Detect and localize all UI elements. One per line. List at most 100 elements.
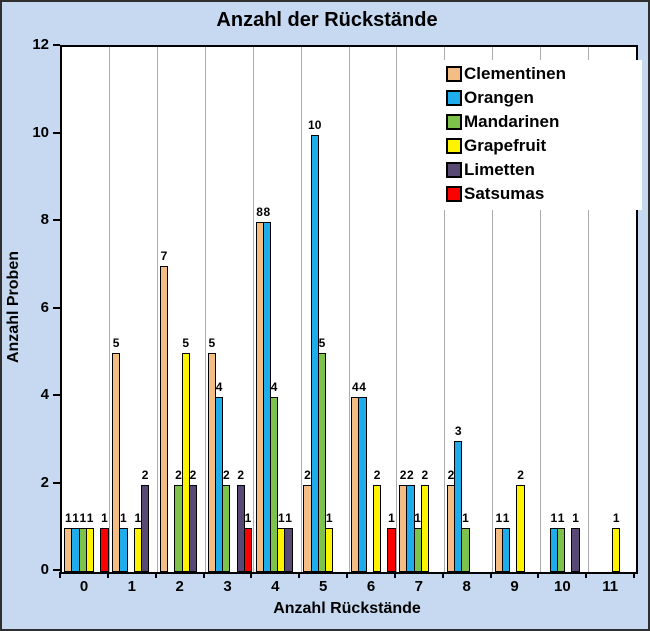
bar-value-label: 2: [141, 467, 149, 482]
x-tick-label: 8: [462, 578, 471, 595]
bar-value-label: 1: [612, 511, 620, 526]
x-tick-label: 4: [271, 578, 280, 595]
x-tick-label: 10: [553, 578, 571, 595]
bar-grapefruit-5: [325, 528, 334, 572]
bar-value-label: 1: [572, 511, 579, 526]
bar-value-label: 1: [325, 511, 333, 526]
legend-item-clementinen: Clementinen: [446, 62, 642, 86]
y-tick: [53, 569, 60, 571]
bar-value-label: 1: [79, 511, 87, 526]
legend-marker-icon: [446, 114, 462, 130]
bar-orangen-9: [501, 528, 511, 572]
gridline: [157, 47, 159, 572]
bar-value-label: 4: [270, 380, 278, 394]
x-tick: [346, 572, 348, 578]
bar-value-label: 1: [120, 511, 127, 526]
bar-satsumas-0: [100, 528, 109, 572]
bar-mandarinen-4: [270, 397, 279, 572]
gridline: [348, 47, 350, 572]
bar-value-label: 8: [263, 205, 271, 219]
bar-value-label: 4: [359, 380, 366, 394]
y-tick-label: 8: [40, 211, 49, 228]
bar-satsumas-3: [243, 528, 253, 572]
bar-value-label: 2: [175, 467, 182, 482]
gridline: [539, 47, 541, 572]
bar-limetten-10: [571, 528, 580, 572]
bar-grapefruit-11: [612, 528, 621, 572]
bar-limetten-2: [188, 484, 198, 572]
y-tick-label: 12: [32, 36, 49, 53]
bar-mandarinen-8: [461, 528, 470, 572]
y-tick-label: 0: [40, 561, 49, 578]
bar-grapefruit-6: [372, 484, 382, 572]
bar-value-label: 1: [285, 511, 292, 526]
x-tick-label: 9: [510, 578, 519, 595]
bar-value-label: 1: [64, 511, 72, 526]
gridline: [396, 47, 398, 572]
y-tick: [53, 394, 60, 396]
bar-value-label: 2: [304, 467, 311, 482]
x-tick: [441, 572, 444, 578]
bar-value-label: 1: [101, 511, 108, 526]
bar-orangen-6: [358, 397, 367, 572]
bar-clementinen-2: [159, 265, 169, 572]
x-tick: [298, 572, 301, 578]
y-tick: [53, 481, 60, 484]
bar-grapefruit-7: [420, 484, 429, 572]
x-tick: [154, 572, 157, 578]
gridline: [444, 47, 446, 572]
bar-mandarinen-5: [317, 353, 327, 572]
bar-mandarinen-10: [557, 528, 566, 572]
x-tick: [489, 572, 492, 578]
legend-item-orangen: Orangen: [446, 86, 642, 110]
y-axis-title: Anzahl Proben: [5, 251, 22, 364]
bar-grapefruit-0: [85, 528, 95, 572]
bar-value-label: 1: [502, 511, 510, 526]
y-tick-label: 6: [40, 298, 49, 316]
bar-value-label: 1: [86, 511, 94, 526]
bar-orangen-8: [454, 440, 463, 572]
legend-label: Clementinen: [464, 64, 567, 83]
x-tick: [202, 572, 205, 578]
legend-label: Satsumas: [464, 184, 545, 203]
bar-value-label: 2: [222, 467, 230, 482]
x-tick-label: 3: [223, 578, 232, 595]
bar-limetten-1: [140, 484, 150, 572]
legend: Clementinen Orangen Mandarinen Grapefruit Li…: [442, 60, 642, 210]
bar-value-label: 4: [351, 380, 359, 394]
bar-value-label: 1: [244, 511, 252, 526]
bar-value-label: 1: [388, 511, 395, 526]
bar-value-label: 2: [421, 467, 429, 482]
bar-value-label: 2: [399, 467, 407, 482]
chart-title: Anzahl der Rückstände: [216, 9, 438, 31]
bar-value-label: 1: [495, 511, 503, 526]
bar-value-label: 10: [308, 117, 322, 132]
x-tick: [250, 572, 253, 578]
y-tick-label: 2: [40, 473, 49, 491]
bar-clementinen-1: [112, 353, 121, 572]
y-tick: [53, 44, 60, 46]
y-tick: [53, 219, 60, 221]
bar-value-label: 8: [256, 205, 263, 219]
x-tick: [585, 572, 588, 578]
bar-value-label: 2: [373, 467, 381, 482]
bar-value-label: 1: [414, 511, 421, 526]
x-tick-label: 6: [366, 578, 376, 595]
bar-value-label: 1: [72, 511, 79, 526]
x-tick: [393, 572, 396, 578]
legend-label: Mandarinen: [464, 112, 560, 131]
y-tick: [53, 306, 60, 309]
gridline: [300, 47, 302, 572]
bar-value-label: 1: [557, 511, 565, 526]
legend-marker-icon: [446, 186, 462, 202]
bar-value-label: 2: [237, 467, 245, 482]
plot-area: 1 5 7 5 8 2 4 2 2 1 1 1 4 8 10 4 2 3 1 1 1 2 2 4 5 1 1 1 1 1 5 1 1 2 2 2 1 2 2…: [60, 45, 642, 574]
bar-grapefruit-2: [181, 353, 190, 572]
bar-value-label: 5: [182, 336, 190, 351]
bar-value-label: 1: [278, 511, 285, 526]
x-tick: [59, 572, 61, 578]
bar-value-label: 1: [134, 511, 142, 526]
x-tick: [633, 572, 635, 578]
legend-label: Grapefruit: [464, 136, 547, 155]
